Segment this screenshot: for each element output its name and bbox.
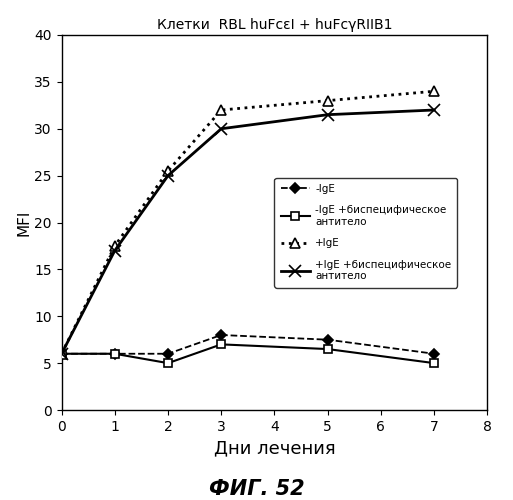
-IgE +биспецифическое
антитело	[431, 360, 437, 366]
-IgE +биспецифическое
антитело	[112, 351, 118, 357]
+IgE +биспецифическое
антитело	[58, 351, 65, 357]
Y-axis label: MFI: MFI	[16, 210, 31, 236]
+IgE	[218, 107, 224, 113]
Line: +IgE: +IgE	[57, 86, 439, 358]
Text: ФИГ. 52: ФИГ. 52	[209, 479, 304, 499]
-IgE	[431, 351, 437, 357]
-IgE	[112, 351, 118, 357]
Legend: -IgE, -IgE +биспецифическое
антитело, +IgE, +IgE +биспецифическое
антитело: -IgE, -IgE +биспецифическое антитело, +I…	[274, 178, 458, 288]
+IgE	[165, 168, 171, 174]
+IgE	[431, 88, 437, 94]
-IgE	[165, 351, 171, 357]
Line: +IgE +биспецифическое
антитело: +IgE +биспецифическое антитело	[56, 104, 440, 360]
+IgE +биспецифическое
антитело	[218, 126, 224, 132]
+IgE +биспецифическое
антитело	[431, 107, 437, 113]
+IgE +биспецифическое
антитело	[165, 172, 171, 178]
+IgE +биспецифическое
антитело	[325, 112, 331, 117]
-IgE +биспецифическое
антитело	[325, 346, 331, 352]
X-axis label: Дни лечения: Дни лечения	[213, 440, 336, 458]
Line: -IgE +биспецифическое
антитело: -IgE +биспецифическое антитело	[57, 340, 438, 367]
-IgE +биспецифическое
антитело	[165, 360, 171, 366]
-IgE	[58, 351, 65, 357]
-IgE	[218, 332, 224, 338]
-IgE +биспецифическое
антитело	[218, 342, 224, 347]
+IgE	[112, 243, 118, 249]
+IgE	[325, 98, 331, 103]
-IgE	[325, 336, 331, 342]
+IgE	[58, 351, 65, 357]
Title: Клетки  RBL huFcεI + huFcγRIIB1: Клетки RBL huFcεI + huFcγRIIB1	[156, 18, 392, 32]
+IgE +биспецифическое
антитело	[112, 248, 118, 254]
Line: -IgE: -IgE	[58, 332, 438, 357]
-IgE +биспецифическое
антитело	[58, 351, 65, 357]
